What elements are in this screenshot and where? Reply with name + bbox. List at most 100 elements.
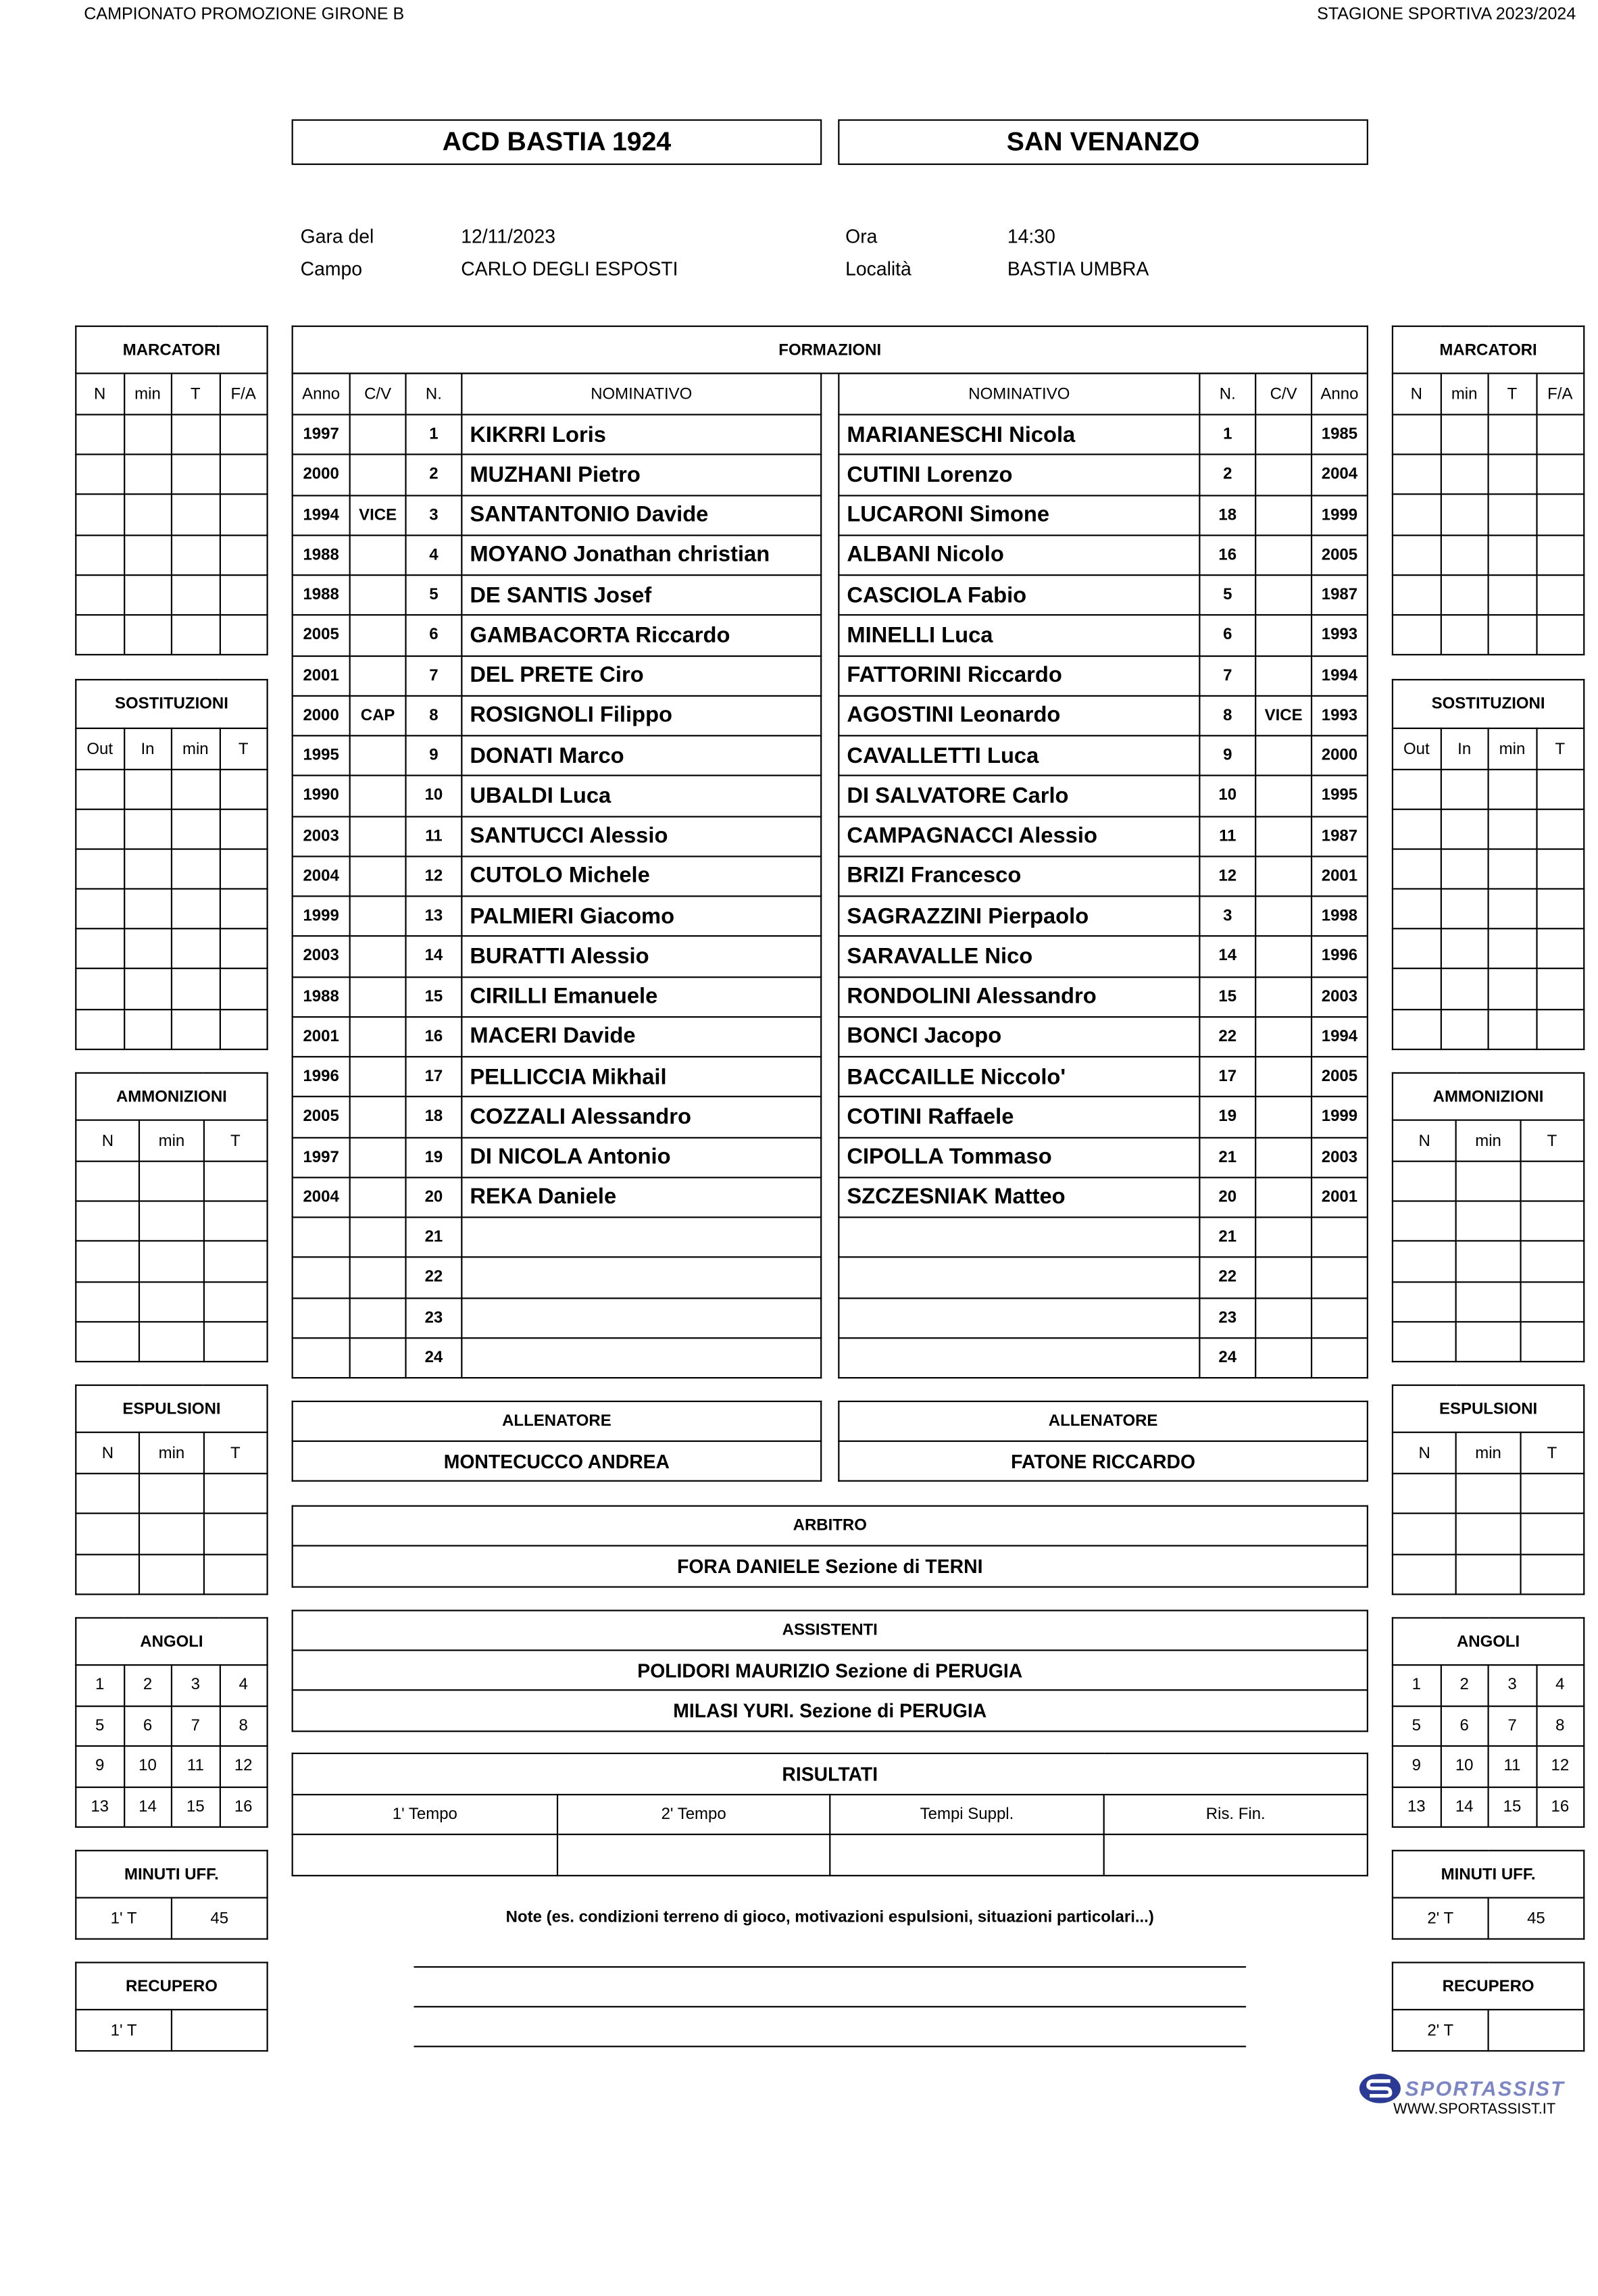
marcatori-cell[interactable] <box>1391 574 1441 616</box>
corner-cell[interactable]: 12 <box>218 1745 268 1788</box>
player-role[interactable] <box>1255 574 1313 616</box>
player-year[interactable] <box>1310 1216 1368 1259</box>
ammonizioni-cell[interactable] <box>1519 1241 1585 1282</box>
sostituzioni-cell[interactable] <box>75 848 125 891</box>
player-number[interactable]: 21 <box>1199 1136 1257 1178</box>
player-number[interactable]: 16 <box>1199 534 1257 576</box>
player-name[interactable]: SANTANTONIO Davide <box>461 494 822 536</box>
player-role[interactable]: VICE <box>1255 695 1313 737</box>
player-role[interactable] <box>1255 775 1313 817</box>
player-year[interactable] <box>291 1337 351 1379</box>
player-name[interactable]: MUZHANI Pietro <box>461 453 822 496</box>
corner-cell[interactable]: 9 <box>1391 1745 1441 1788</box>
player-name[interactable]: DONATI Marco <box>461 734 822 777</box>
player-year[interactable]: 1993 <box>1310 614 1368 657</box>
player-number[interactable]: 18 <box>405 1096 463 1138</box>
marcatori-cell[interactable] <box>75 534 125 576</box>
player-number[interactable]: 24 <box>405 1337 463 1379</box>
player-number[interactable]: 8 <box>1199 695 1257 737</box>
player-role[interactable] <box>349 1055 407 1098</box>
ammonizioni-cell[interactable] <box>203 1280 268 1322</box>
marcatori-cell[interactable] <box>1439 453 1489 496</box>
ammonizioni-cell[interactable] <box>1455 1280 1521 1322</box>
player-role[interactable] <box>1255 734 1313 777</box>
player-role[interactable] <box>349 614 407 657</box>
player-number[interactable]: 11 <box>405 815 463 857</box>
sostituzioni-cell[interactable] <box>1535 968 1585 1010</box>
player-role[interactable] <box>1255 1016 1313 1058</box>
player-number[interactable]: 4 <box>405 534 463 576</box>
player-name[interactable]: KIKRRI Loris <box>461 414 822 456</box>
player-role[interactable] <box>1255 534 1313 576</box>
player-role[interactable] <box>349 1297 407 1339</box>
sostituzioni-cell[interactable] <box>75 968 125 1010</box>
espulsioni-cell[interactable] <box>1519 1472 1585 1515</box>
player-year[interactable]: 1995 <box>1310 775 1368 817</box>
player-name[interactable]: SARAVALLE Nico <box>838 935 1201 978</box>
ammonizioni-cell[interactable] <box>203 1160 268 1203</box>
player-number[interactable]: 7 <box>1199 654 1257 697</box>
player-number[interactable]: 17 <box>1199 1055 1257 1098</box>
corner-cell[interactable]: 11 <box>170 1745 220 1788</box>
marcatori-cell[interactable] <box>123 414 173 455</box>
sostituzioni-cell[interactable] <box>75 768 125 811</box>
recupero-value[interactable] <box>170 2009 268 2052</box>
result-2t[interactable] <box>556 1833 831 1876</box>
player-role[interactable] <box>349 453 407 496</box>
espulsioni-cell[interactable] <box>139 1472 205 1515</box>
player-year[interactable] <box>1310 1297 1368 1339</box>
player-year[interactable]: 1994 <box>1310 1016 1368 1058</box>
player-role[interactable] <box>349 935 407 978</box>
player-name[interactable]: BRIZI Francesco <box>838 855 1201 897</box>
result-suppl[interactable] <box>829 1833 1105 1876</box>
player-role[interactable] <box>1255 614 1313 657</box>
player-year[interactable] <box>291 1297 351 1339</box>
player-number[interactable]: 5 <box>1199 574 1257 616</box>
espulsioni-cell[interactable] <box>75 1513 141 1555</box>
player-role[interactable] <box>349 1176 407 1218</box>
sostituzioni-cell[interactable] <box>1487 1008 1537 1050</box>
corner-cell[interactable]: 14 <box>123 1785 173 1828</box>
player-number[interactable]: 24 <box>1199 1337 1257 1379</box>
player-name[interactable]: MARIANESCHI Nicola <box>838 414 1201 456</box>
player-name[interactable]: GAMBACORTA Riccardo <box>461 614 822 657</box>
sostituzioni-cell[interactable] <box>170 888 220 930</box>
sostituzioni-cell[interactable] <box>1487 888 1537 930</box>
player-year[interactable]: 2005 <box>291 1096 351 1138</box>
player-number[interactable]: 21 <box>1199 1216 1257 1259</box>
corner-cell[interactable]: 10 <box>123 1745 173 1788</box>
minuti_uff-value[interactable]: 45 <box>170 1897 268 1940</box>
player-number[interactable]: 10 <box>1199 775 1257 817</box>
player-number[interactable]: 16 <box>405 1016 463 1058</box>
player-name[interactable]: CIPOLLA Tommaso <box>838 1136 1201 1178</box>
notes-line[interactable] <box>414 2005 1247 2007</box>
ammonizioni-cell[interactable] <box>1455 1200 1521 1243</box>
player-role[interactable] <box>1255 815 1313 857</box>
player-name[interactable]: RONDOLINI Alessandro <box>838 976 1201 1018</box>
sostituzioni-cell[interactable] <box>123 928 173 970</box>
player-year[interactable]: 2001 <box>291 654 351 697</box>
player-year[interactable]: 1999 <box>1310 494 1368 536</box>
ammonizioni-cell[interactable] <box>1391 1320 1457 1363</box>
player-name[interactable]: LUCARONI Simone <box>838 494 1201 536</box>
sostituzioni-cell[interactable] <box>123 968 173 1010</box>
player-year[interactable]: 1988 <box>291 574 351 616</box>
player-role[interactable] <box>349 976 407 1018</box>
corner-cell[interactable]: 2 <box>1439 1664 1489 1707</box>
marcatori-cell[interactable] <box>1391 614 1441 656</box>
player-role[interactable] <box>1255 1297 1313 1339</box>
player-role[interactable] <box>349 654 407 697</box>
player-role[interactable] <box>1255 1216 1313 1259</box>
sostituzioni-cell[interactable] <box>123 1008 173 1050</box>
player-role[interactable] <box>349 1016 407 1058</box>
corner-cell[interactable]: 3 <box>170 1664 220 1707</box>
espulsioni-cell[interactable] <box>75 1472 141 1515</box>
marcatori-cell[interactable] <box>1439 614 1489 656</box>
sostituzioni-cell[interactable] <box>1535 808 1585 851</box>
sostituzioni-cell[interactable] <box>1439 888 1489 930</box>
sostituzioni-cell[interactable] <box>1487 768 1537 811</box>
espulsioni-cell[interactable] <box>1391 1513 1457 1555</box>
player-year[interactable]: 2003 <box>291 815 351 857</box>
sostituzioni-cell[interactable] <box>170 808 220 851</box>
corner-cell[interactable]: 12 <box>1535 1745 1585 1788</box>
